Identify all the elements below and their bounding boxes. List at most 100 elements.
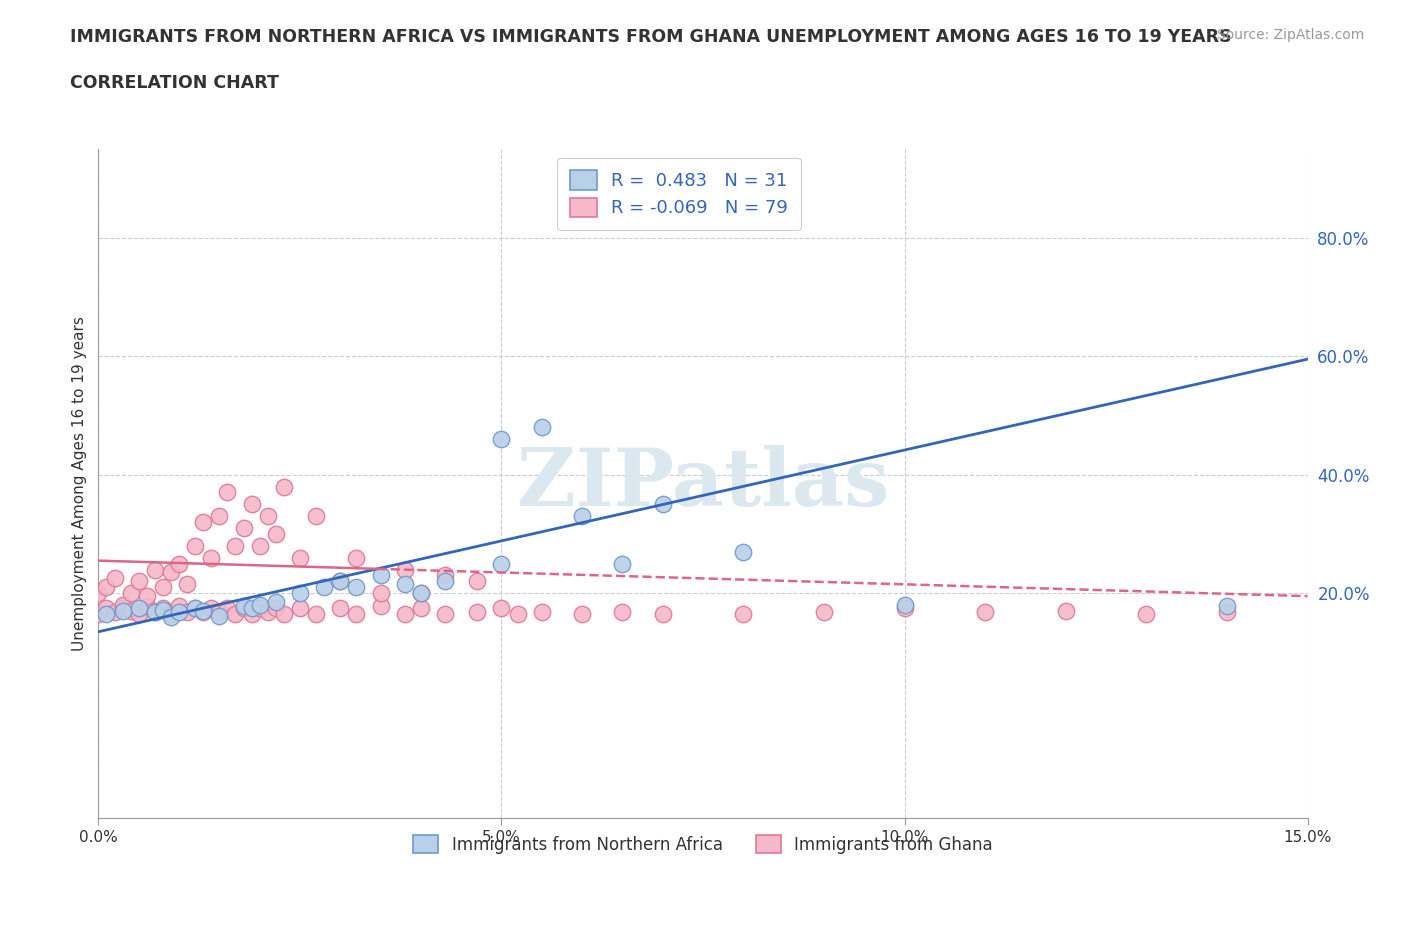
Point bbox=[465, 604, 488, 619]
Point bbox=[491, 556, 513, 571]
Point bbox=[264, 601, 287, 616]
Point bbox=[111, 598, 134, 613]
Point bbox=[160, 609, 183, 624]
Point bbox=[434, 574, 457, 589]
Point bbox=[249, 538, 271, 553]
Point bbox=[96, 601, 118, 616]
Text: Source: ZipAtlas.com: Source: ZipAtlas.com bbox=[1216, 28, 1364, 42]
Point bbox=[143, 604, 166, 619]
Legend: Immigrants from Northern Africa, Immigrants from Ghana: Immigrants from Northern Africa, Immigra… bbox=[406, 829, 1000, 860]
Point bbox=[96, 606, 118, 621]
Point bbox=[434, 568, 457, 583]
Point bbox=[232, 521, 254, 536]
Y-axis label: Unemployment Among Ages 16 to 19 years: Unemployment Among Ages 16 to 19 years bbox=[72, 316, 87, 651]
Point bbox=[733, 544, 755, 559]
Point bbox=[1135, 606, 1157, 621]
Point bbox=[329, 601, 352, 616]
Point bbox=[434, 606, 457, 621]
Text: CORRELATION CHART: CORRELATION CHART bbox=[70, 74, 280, 92]
Point bbox=[273, 479, 295, 494]
Point bbox=[344, 606, 367, 621]
Point bbox=[152, 601, 174, 616]
Point bbox=[111, 601, 134, 616]
Point bbox=[893, 601, 915, 616]
Point bbox=[120, 586, 142, 601]
Point bbox=[288, 551, 311, 565]
Point bbox=[612, 604, 634, 619]
Point bbox=[217, 485, 239, 500]
Point bbox=[208, 509, 231, 524]
Point bbox=[87, 586, 110, 601]
Point bbox=[256, 604, 278, 619]
Point bbox=[491, 432, 513, 446]
Point bbox=[344, 551, 367, 565]
Point bbox=[314, 580, 336, 595]
Point bbox=[193, 604, 215, 619]
Point bbox=[208, 608, 231, 623]
Point bbox=[264, 594, 287, 609]
Point bbox=[240, 606, 263, 621]
Point bbox=[120, 604, 142, 618]
Point bbox=[240, 601, 263, 616]
Point bbox=[465, 574, 488, 589]
Point bbox=[813, 604, 835, 619]
Point bbox=[651, 497, 673, 512]
Point bbox=[249, 598, 271, 613]
Point bbox=[1216, 604, 1239, 619]
Point bbox=[409, 586, 432, 601]
Point bbox=[288, 586, 311, 601]
Point bbox=[96, 580, 118, 595]
Point bbox=[974, 604, 997, 619]
Point bbox=[184, 601, 207, 616]
Point bbox=[208, 604, 231, 619]
Point bbox=[273, 606, 295, 621]
Point bbox=[264, 526, 287, 541]
Point bbox=[733, 606, 755, 621]
Point bbox=[111, 604, 134, 618]
Text: IMMIGRANTS FROM NORTHERN AFRICA VS IMMIGRANTS FROM GHANA UNEMPLOYMENT AMONG AGES: IMMIGRANTS FROM NORTHERN AFRICA VS IMMIG… bbox=[70, 28, 1232, 46]
Point bbox=[240, 497, 263, 512]
Point bbox=[305, 509, 328, 524]
Point bbox=[167, 599, 190, 614]
Point bbox=[167, 556, 190, 571]
Point bbox=[394, 577, 416, 591]
Point bbox=[370, 599, 392, 614]
Point bbox=[224, 606, 246, 621]
Point bbox=[135, 599, 157, 614]
Point bbox=[1216, 599, 1239, 614]
Point bbox=[128, 601, 150, 616]
Point bbox=[143, 562, 166, 577]
Point bbox=[893, 598, 915, 613]
Point bbox=[87, 606, 110, 621]
Point bbox=[224, 538, 246, 553]
Point bbox=[152, 580, 174, 595]
Point bbox=[143, 604, 166, 619]
Point bbox=[612, 556, 634, 571]
Point bbox=[329, 574, 352, 589]
Point bbox=[651, 606, 673, 621]
Point bbox=[1054, 604, 1077, 618]
Point bbox=[394, 606, 416, 621]
Point bbox=[160, 606, 183, 621]
Point bbox=[344, 580, 367, 595]
Point bbox=[128, 606, 150, 621]
Point bbox=[530, 419, 553, 434]
Point bbox=[200, 551, 222, 565]
Point bbox=[152, 603, 174, 618]
Point bbox=[409, 601, 432, 616]
Point bbox=[160, 565, 183, 580]
Point bbox=[128, 574, 150, 589]
Point bbox=[217, 601, 239, 616]
Point bbox=[249, 601, 271, 616]
Point bbox=[232, 599, 254, 614]
Point bbox=[193, 604, 215, 618]
Point bbox=[176, 577, 198, 591]
Text: ZIPatlas: ZIPatlas bbox=[517, 445, 889, 523]
Point bbox=[176, 604, 198, 619]
Point bbox=[103, 571, 125, 586]
Point bbox=[491, 601, 513, 616]
Point bbox=[184, 538, 207, 553]
Point bbox=[305, 606, 328, 621]
Point bbox=[530, 604, 553, 619]
Point bbox=[256, 509, 278, 524]
